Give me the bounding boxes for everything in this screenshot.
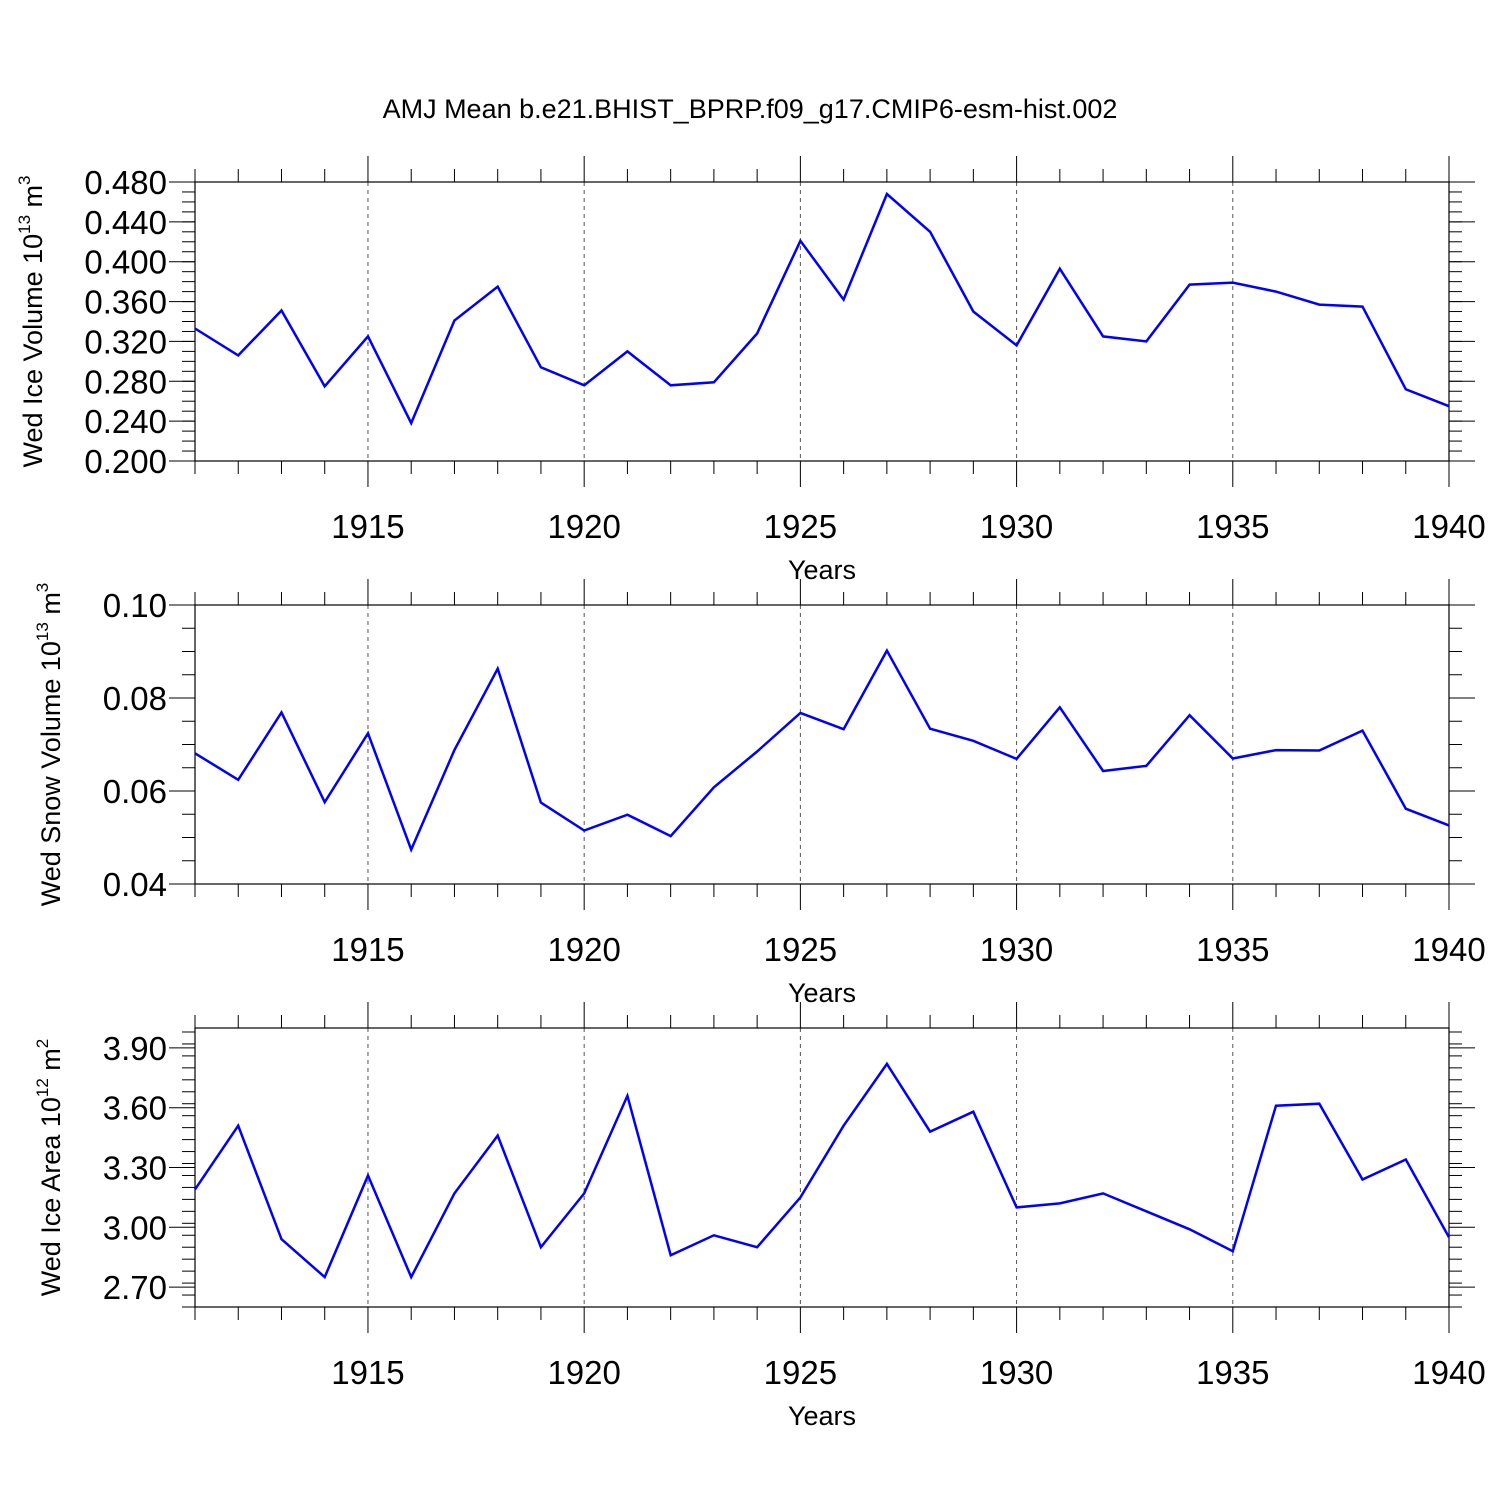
x-tick-label: 1915 [331,508,404,545]
panel-3: 2.70 3.00 3.30 3.60 3.90 1915 1920 1925 1930 1935… [33,1002,1486,1431]
y-tick-label: 0.08 [103,680,167,717]
panel-1: 0.2000.2400.2800.3200.3600.4000.4400.480… [15,156,1486,585]
y-tick-label: 0.200 [84,443,167,480]
x-tick-label: 1940 [1412,508,1485,545]
plot-frame [194,604,1450,885]
x-axis-label: Years [788,555,856,585]
y-tick-label: 0.280 [84,363,167,400]
x-tick-label: 1925 [764,931,837,968]
x-tick-label: 1915 [331,931,404,968]
y-tick-label: 0.04 [103,866,167,903]
y-tick-label: 0.400 [84,244,167,281]
x-tick-label: 1920 [547,1354,620,1391]
plot-frame [194,1027,1450,1308]
panel-2: 0.04 0.06 0.08 0.10 1915 1920 1925 1930 1935 1940… [33,579,1486,1008]
y-tick-label: 0.10 [103,587,167,624]
panels: 0.2000.2400.2800.3200.3600.4000.4400.480… [15,156,1486,1431]
chart-title: AMJ Mean b.e21.BHIST_BPRP.f09_g17.CMIP6-… [383,94,1118,124]
x-tick-label: 1940 [1412,931,1485,968]
y-tick-label: 0.440 [84,204,167,241]
data-series-line [194,648,1450,853]
y-tick-label: 3.00 [103,1209,167,1246]
x-tick-label: 1920 [547,931,620,968]
x-tick-label: 1930 [980,1354,1053,1391]
x-tick-label: 1930 [980,508,1053,545]
y-tick-label: 3.90 [103,1030,167,1067]
y-axis-label: Wed Ice Volume 1013 m3 [15,175,48,467]
data-series-line [193,1061,1451,1281]
y-tick-label: 0.480 [84,164,167,201]
y-axis-label: Wed Ice Area 1012 m2 [33,1039,66,1297]
y-tick-label: 0.320 [84,323,167,360]
x-axis-label: Years [788,978,856,1008]
x-tick-label: 1920 [547,508,620,545]
plot-frame [194,181,1450,462]
x-tick-label: 1935 [1196,1354,1269,1391]
y-tick-label: 3.30 [103,1150,167,1187]
x-tick-label: 1930 [980,931,1053,968]
x-tick-label: 1915 [331,1354,404,1391]
y-tick-label: 2.70 [103,1269,167,1306]
y-tick-label: 3.60 [103,1090,167,1127]
y-axis-label: Wed Snow Volume 1013 m3 [33,583,66,907]
x-axis-label: Years [788,1401,856,1431]
y-tick-label: 0.06 [103,773,167,810]
y-tick-label: 0.360 [84,284,167,321]
x-tick-label: 1940 [1412,1354,1485,1391]
y-tick-label: 0.240 [84,403,167,440]
x-tick-label: 1935 [1196,931,1269,968]
x-tick-label: 1925 [764,1354,837,1391]
x-tick-label: 1935 [1196,508,1269,545]
data-series-line [194,191,1450,427]
x-tick-label: 1925 [764,508,837,545]
